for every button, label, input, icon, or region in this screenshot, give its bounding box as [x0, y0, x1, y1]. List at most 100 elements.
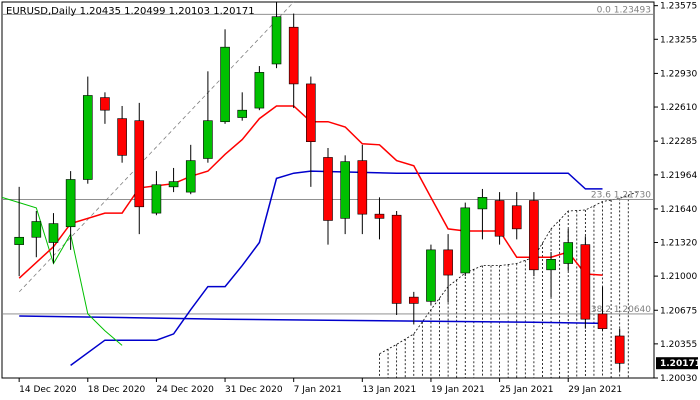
bear-candle [494, 192, 505, 245]
candle-body [546, 259, 556, 271]
price-tick-label: 1.22610 [660, 103, 697, 113]
ichimoku-cloud [379, 191, 637, 378]
bear-candle [306, 76, 316, 187]
last-price-label: 1.20171 [660, 359, 700, 369]
bull-candle [340, 155, 350, 235]
time-tick-label: 13 Jan 2021 [362, 385, 416, 395]
candle-body [443, 249, 453, 276]
bear-candle [323, 147, 333, 245]
candle-body [185, 160, 196, 193]
time-tick-label: 14 Dec 2020 [19, 385, 77, 395]
bear-candle [134, 102, 145, 235]
bear-candle [288, 13, 299, 109]
fib-level-label: 23.6 1.21730 [591, 190, 651, 200]
candle-body [340, 161, 350, 219]
price-tick-label: 1.20355 [660, 340, 697, 350]
plot-frame [1, 1, 655, 379]
candle-body [357, 160, 368, 215]
time-tick-label: 7 Jan 2021 [294, 385, 342, 395]
bear-candle [597, 286, 608, 331]
price-tick-label: 1.23575 [660, 2, 697, 12]
candle-body [477, 197, 488, 210]
bull-candle [460, 202, 471, 277]
price-tick-label: 1.22930 [660, 69, 697, 79]
price-tick-label: 1.21320 [660, 239, 697, 249]
candle-body [82, 95, 93, 180]
candle-body [511, 205, 522, 230]
time-tick-label: 29 Jan 2021 [568, 385, 622, 395]
candle-body [65, 179, 76, 228]
candle-body [48, 223, 59, 243]
bear-candle [614, 328, 625, 371]
last-price-badge: 1.20171 [656, 357, 700, 370]
bull-candle [168, 167, 179, 193]
candle-body [323, 157, 333, 221]
candle-body [529, 200, 539, 271]
candle-body [168, 181, 179, 188]
candle-body [220, 46, 230, 123]
indicator-lines [1, 1, 603, 367]
bear-candle [511, 192, 522, 240]
candle-body [288, 26, 299, 85]
candle-body [237, 109, 248, 118]
candle-body [391, 214, 402, 304]
bull-candle [82, 76, 93, 184]
bull-candle [237, 92, 248, 121]
candle-body [100, 97, 110, 111]
candle-body [117, 118, 127, 156]
price-axis: 1.23575 1.23255 1.22930 1.22610 1.22285 1.219… [654, 2, 697, 384]
fib-level-label: 0.0 1.23493 [597, 5, 651, 15]
time-tick-label: 19 Jan 2021 [431, 385, 485, 395]
time-tick-label: 18 Dec 2020 [88, 385, 146, 395]
candle-body [134, 120, 145, 208]
bull-candle [254, 66, 265, 111]
bull-candle [546, 251, 556, 298]
candle-body [494, 200, 505, 237]
bear-candle [580, 236, 591, 329]
candle-body [254, 72, 265, 109]
bear-candle [443, 234, 453, 303]
candle-body [14, 236, 24, 245]
candle-body [306, 83, 316, 142]
candle-body [374, 213, 385, 219]
time-tick-label: 24 Dec 2020 [156, 385, 214, 395]
bull-candle [271, 2, 282, 69]
bull-candle [185, 144, 196, 195]
price-tick-label: 1.23255 [660, 35, 697, 45]
bear-candle [374, 197, 385, 240]
bull-candle [48, 213, 59, 264]
time-tick-label: 31 Dec 2020 [225, 385, 283, 395]
blue-trend-line [70, 170, 603, 367]
red-moving-average-line [18, 105, 603, 279]
price-tick-label: 1.21000 [660, 272, 697, 282]
fib-anchor-diagonal [18, 1, 294, 293]
fib-level-label: 38.2 1.20640 [591, 305, 651, 315]
bull-candle [477, 188, 488, 240]
candle-body [580, 244, 591, 320]
bear-candle [117, 105, 127, 163]
candle-body [151, 184, 162, 214]
price-tick-label: 1.21640 [660, 205, 697, 215]
blue-reference-line [19, 315, 603, 325]
price-tick-label: 1.22285 [660, 137, 697, 147]
bull-candle [563, 228, 574, 271]
price-tick-label: 1.21964 [660, 171, 697, 181]
candle-body [31, 221, 42, 238]
price-tick-label: 1.20030 [660, 374, 697, 384]
candle-body [426, 249, 436, 302]
candle-body [203, 120, 213, 159]
bull-candle [426, 244, 436, 306]
bear-candle [391, 211, 402, 315]
price-tick-label: 1.20675 [660, 306, 697, 316]
time-axis: 14 Dec 2020 18 Dec 2020 24 Dec 2020 31 Dec … [18, 378, 622, 395]
bull-candle [31, 211, 42, 258]
bear-candle [357, 144, 368, 235]
bull-candle [220, 29, 230, 124]
time-tick-label: 25 Jan 2021 [500, 385, 554, 395]
candle-body [408, 296, 419, 304]
bull-candle [65, 171, 76, 250]
candle-body [614, 335, 625, 364]
bear-candle [529, 192, 539, 277]
price-axis-panel [655, 0, 700, 400]
